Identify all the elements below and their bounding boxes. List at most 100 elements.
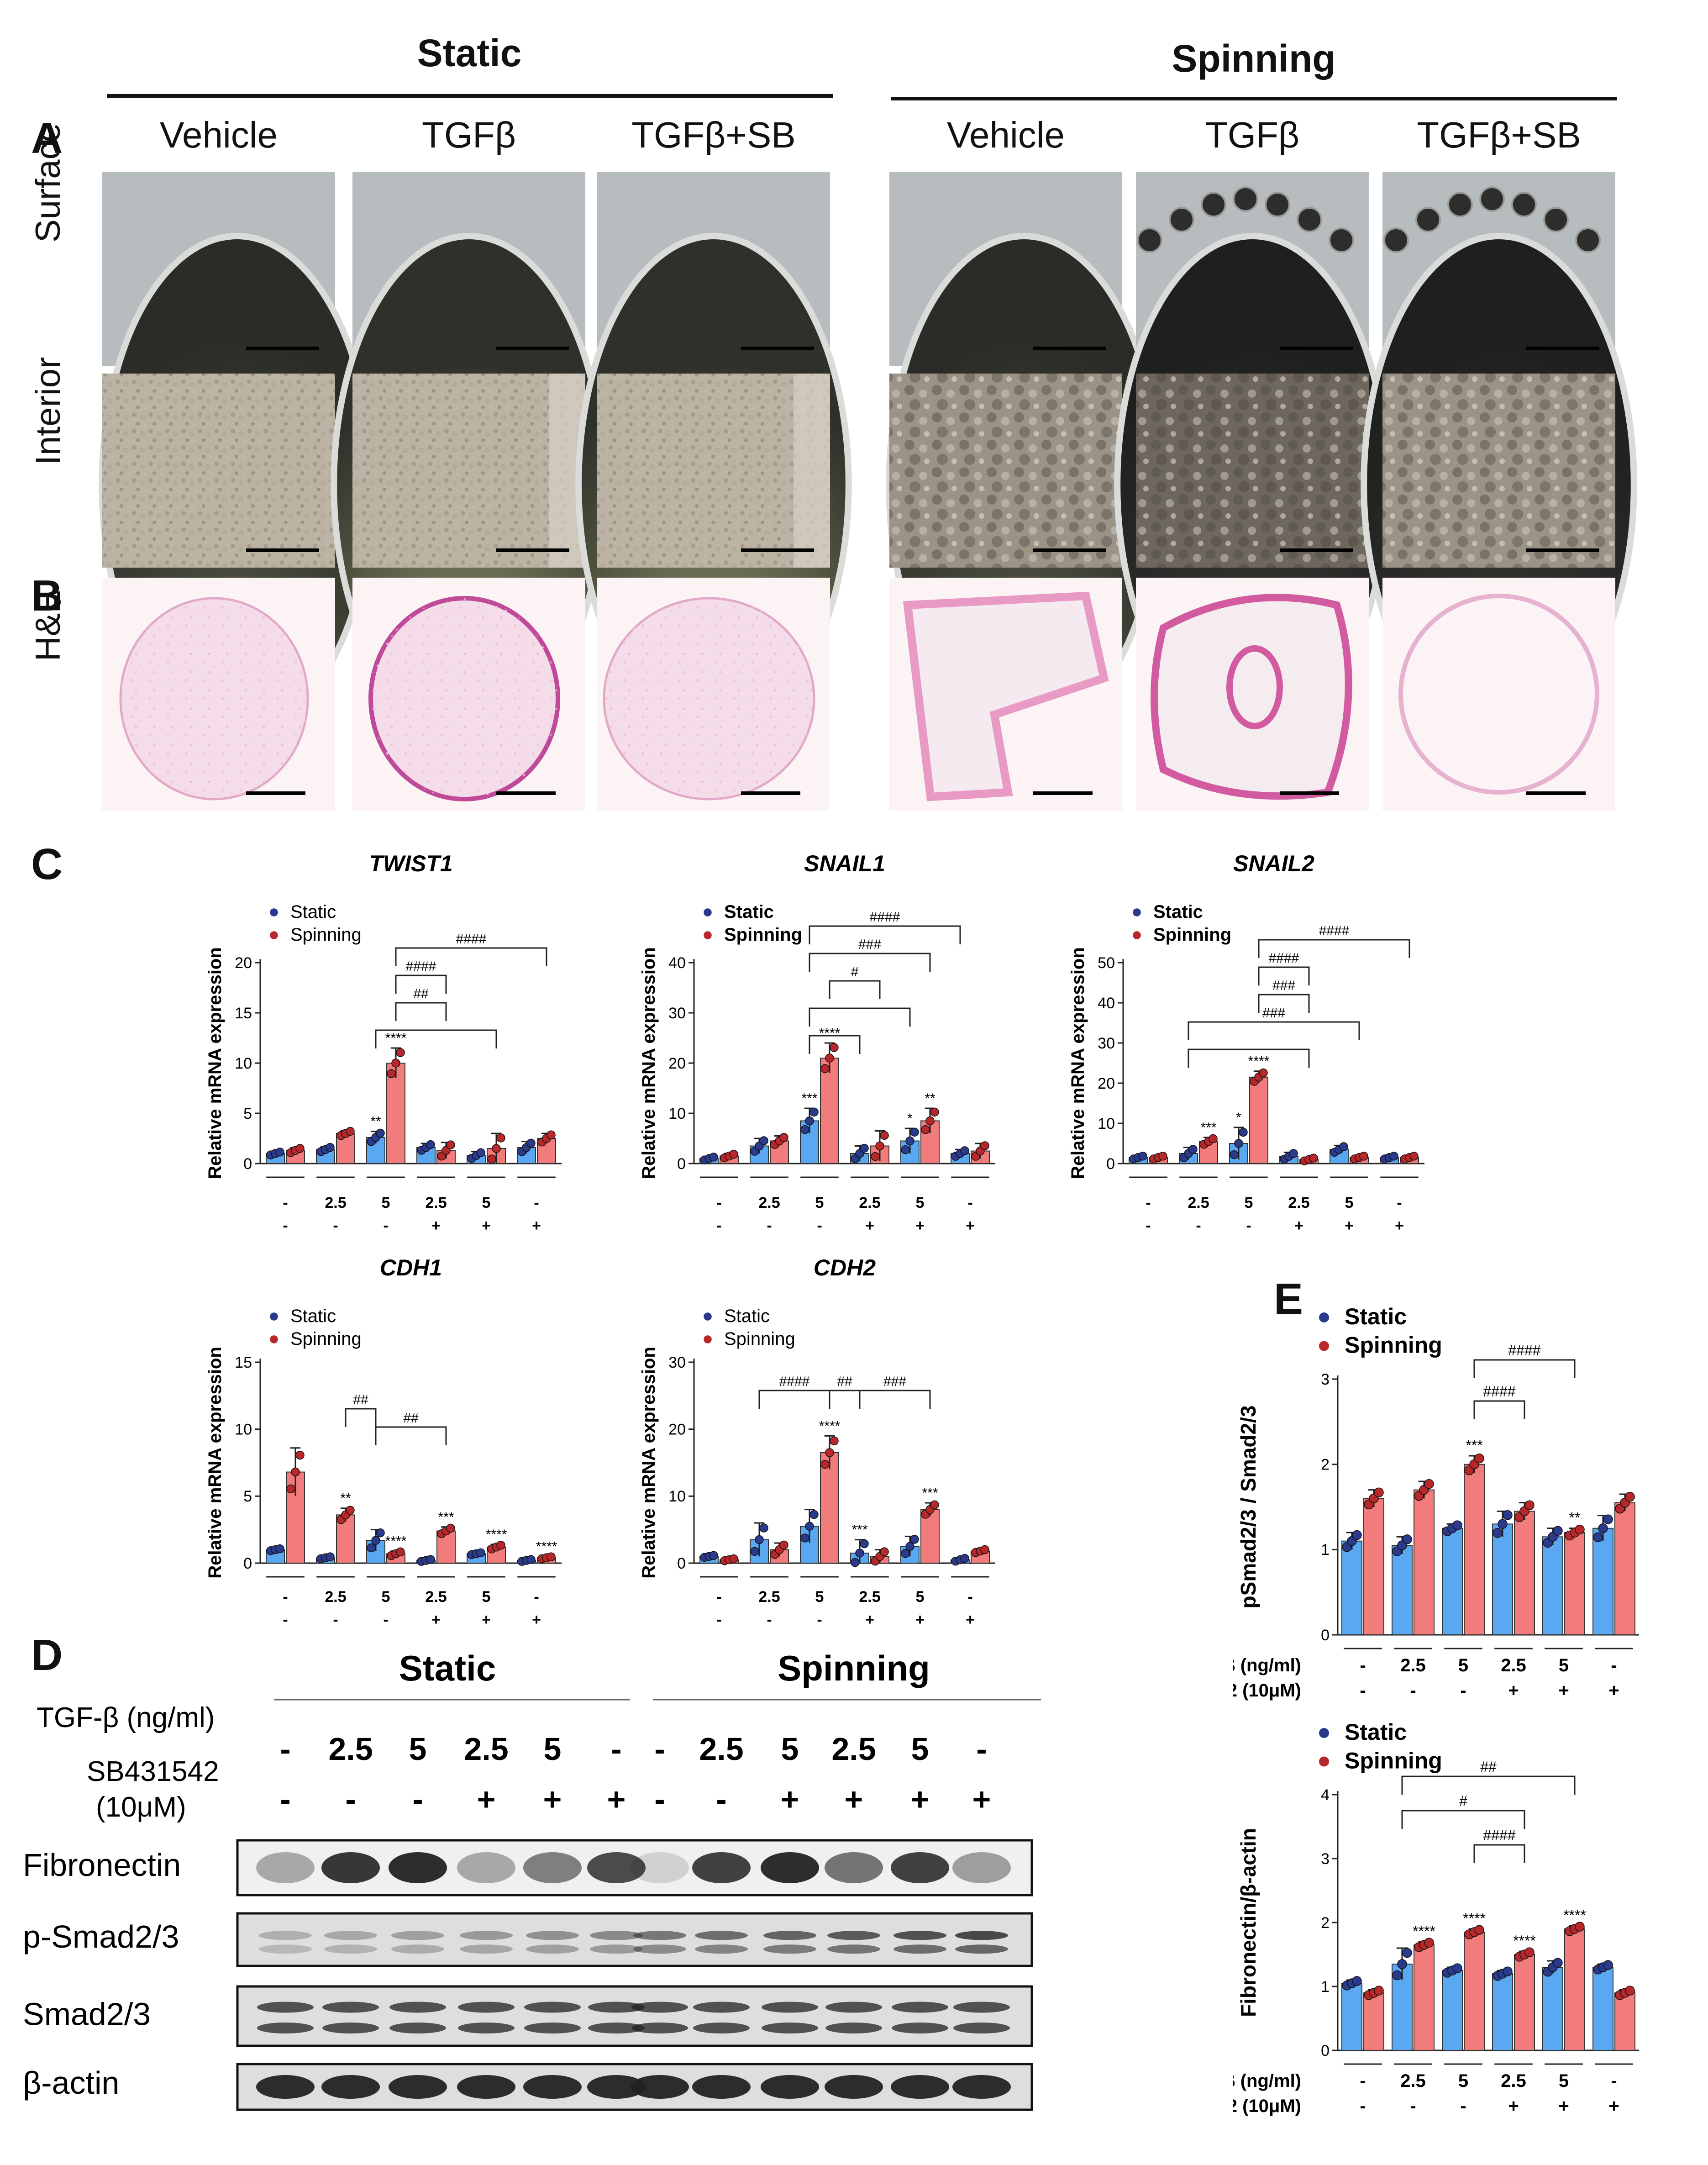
x-sb-value: + <box>532 1217 541 1234</box>
blot-band <box>631 1852 689 1883</box>
x-sb-value: + <box>865 1217 874 1234</box>
x-row-label-sb: SB431542 (10μM) <box>1233 2096 1301 2116</box>
blot-band <box>955 1944 1008 1954</box>
condition-label: TGFβ <box>422 115 516 155</box>
blot-band <box>825 1852 883 1883</box>
significance-stars: ** <box>1569 1510 1581 1526</box>
x-tgfb-value: - <box>283 1194 288 1212</box>
x-tgfb-value: - <box>967 1194 972 1212</box>
y-tick-label: 4 <box>1321 1786 1330 1804</box>
data-point <box>1409 1151 1419 1161</box>
x-sb-value: + <box>966 1611 975 1628</box>
data-point <box>1553 1526 1563 1536</box>
data-point <box>980 1141 989 1150</box>
data-point <box>1234 1139 1243 1148</box>
y-tick-label: 1 <box>1321 1541 1330 1559</box>
x-sb-value: - <box>716 1217 721 1234</box>
bracket-label: # <box>1459 1793 1467 1809</box>
x-tgfb-value: 5 <box>482 1194 491 1212</box>
significance-bracket <box>809 1007 911 1027</box>
data-point <box>547 1552 556 1561</box>
data-point <box>1138 1151 1147 1161</box>
significance-bracket <box>345 1408 377 1427</box>
blot-band <box>256 1852 315 1883</box>
x-tgfb-value: - <box>716 1194 721 1212</box>
x-sb-value: + <box>431 1217 441 1234</box>
y-axis-label: Relative mRNA expression <box>205 1347 225 1579</box>
surface-bleb <box>1169 207 1194 232</box>
bracket-label: ### <box>1262 1006 1285 1021</box>
data-point <box>1402 1534 1412 1544</box>
legend-spinning-marker <box>270 931 278 939</box>
blot-band <box>825 2075 883 2099</box>
data-point <box>1359 1151 1368 1161</box>
scale-bar <box>1280 791 1339 795</box>
bracket-label: ## <box>1480 1759 1497 1775</box>
x-tgfb-value: 2.5 <box>325 1588 346 1606</box>
blot-tgf-value: 2.5 <box>464 1731 508 1767</box>
x-sb-value: + <box>1508 2096 1519 2116</box>
data-point <box>805 1522 814 1531</box>
data-point <box>446 1140 455 1149</box>
x-tgfb-value: 2.5 <box>425 1588 447 1606</box>
legend-static-label: Static <box>724 1306 770 1326</box>
interior-texture <box>1382 374 1615 568</box>
data-point <box>1339 1142 1348 1151</box>
y-axis-label: Relative mRNA expression <box>1068 947 1088 1179</box>
x-tgfb-value: 5 <box>1458 1655 1468 1675</box>
y-tick-label: 30 <box>1098 1035 1115 1052</box>
x-tgfb-value: 2.5 <box>425 1194 447 1212</box>
x-sb-value: - <box>1246 1217 1251 1234</box>
data-point <box>547 1130 556 1140</box>
header-spinning: Spinning <box>1172 37 1336 80</box>
x-tgfb-value: 5 <box>1245 1194 1253 1212</box>
scale-bar <box>1280 548 1353 552</box>
bracket-label: ## <box>413 986 429 1001</box>
y-tick-label: 20 <box>668 1421 686 1438</box>
data-point <box>1603 1960 1613 1970</box>
blot-band <box>389 2023 446 2033</box>
blot-sb-value: + <box>972 1781 991 1817</box>
blot-band <box>457 1852 515 1883</box>
x-tgfb-value: 2.5 <box>1400 2071 1426 2091</box>
data-point <box>960 1554 969 1563</box>
data-point <box>496 1540 505 1550</box>
interior-texture <box>597 374 830 568</box>
blot-band <box>763 1931 816 1940</box>
blot-band-label: Fibronectin <box>23 1847 181 1883</box>
data-point <box>1374 1487 1384 1498</box>
scale-bar <box>246 347 319 350</box>
blot-band <box>587 1852 646 1883</box>
data-point <box>800 1125 809 1134</box>
y-tick-label: 2 <box>1321 1456 1330 1474</box>
blot-band <box>762 2023 818 2033</box>
x-tgfb-value: 5 <box>382 1194 390 1212</box>
condition-label: Vehicle <box>947 115 1065 155</box>
data-point <box>326 1552 335 1561</box>
blot-tgf-value: 2.5 <box>831 1731 876 1767</box>
data-point <box>860 1143 869 1153</box>
blot-tgf-value: - <box>611 1731 621 1767</box>
data-point <box>371 1536 380 1545</box>
y-axis-label: Relative mRNA expression <box>639 1347 659 1579</box>
significance-stars: **** <box>1463 1910 1486 1927</box>
legend-static-marker <box>704 1312 712 1321</box>
data-point <box>930 1500 939 1510</box>
y-tick-label: 40 <box>1098 995 1115 1012</box>
bar-spinning <box>1414 1944 1435 2051</box>
x-tgfb-value: 5 <box>815 1588 824 1606</box>
bar-static <box>1592 1967 1613 2051</box>
bar-spinning <box>1414 1489 1435 1635</box>
legend-static-label: Static <box>290 902 336 922</box>
blot-band <box>763 1944 816 1954</box>
significance-stars: **** <box>819 1418 841 1433</box>
row-label-surface: Surface <box>29 123 68 242</box>
scale-bar <box>496 791 556 795</box>
surface-bleb <box>1447 192 1473 218</box>
scale-bar <box>496 548 569 552</box>
scale-bar <box>741 791 800 795</box>
blot-band <box>259 1931 312 1940</box>
significance-stars: **** <box>1413 1923 1435 1939</box>
bracket-label: ### <box>883 1374 906 1389</box>
significance-bracket <box>1401 1810 1525 1829</box>
